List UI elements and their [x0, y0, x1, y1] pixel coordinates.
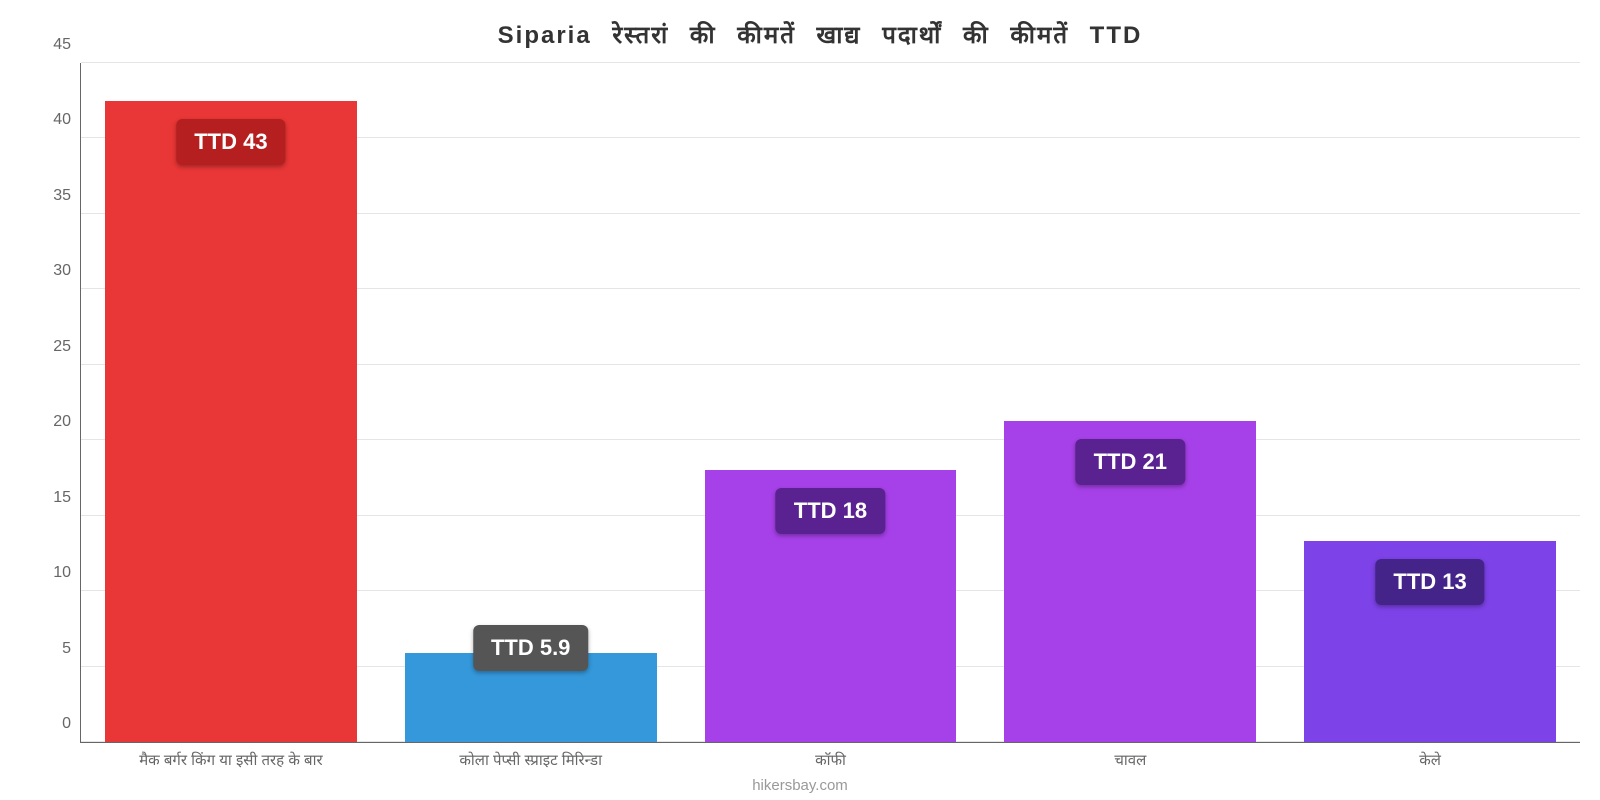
x-axis-label: कॉफी	[681, 750, 981, 770]
x-axis-label: मैक बर्गर किंग या इसी तरह के बार	[81, 750, 381, 770]
y-tick-label: 20	[53, 413, 81, 431]
value-badge: TTD 5.9	[473, 625, 588, 671]
bar-slot: TTD 43	[81, 63, 381, 742]
chart-container: Siparia रेस्तरां की कीमतें खाद्य पदार्थो…	[0, 0, 1600, 800]
y-tick-label: 25	[53, 338, 81, 356]
y-tick-label: 30	[53, 262, 81, 280]
value-badge: TTD 18	[776, 488, 885, 534]
y-tick-label: 15	[53, 489, 81, 507]
value-badge: TTD 13	[1375, 559, 1484, 605]
bar-slot: TTD 5.9	[381, 63, 681, 742]
x-axis-label: चावल	[980, 750, 1280, 770]
bar-slot: TTD 21	[980, 63, 1280, 742]
y-tick-label: 5	[62, 640, 81, 658]
attribution-text: hikersbay.com	[0, 777, 1600, 794]
value-badge: TTD 43	[176, 119, 285, 165]
y-tick-label: 45	[53, 36, 81, 54]
bars-row: TTD 43 TTD 5.9 TTD 18 TTD 21 TTD 13	[81, 63, 1580, 742]
bar: TTD 18	[705, 470, 957, 742]
x-axis-label: केले	[1280, 750, 1580, 770]
plot-area: 051015202530354045 TTD 43TTD 5.9TTD 18TT…	[80, 63, 1580, 743]
bar: TTD 5.9	[405, 653, 657, 742]
y-tick-label: 35	[53, 187, 81, 205]
bar-slot: TTD 18	[681, 63, 981, 742]
x-axis-labels: मैक बर्गर किंग या इसी तरह के बारकोला पेप…	[81, 742, 1580, 770]
y-tick-label: 0	[62, 715, 81, 733]
y-tick-label: 10	[53, 564, 81, 582]
bar-slot: TTD 13	[1280, 63, 1580, 742]
value-badge: TTD 21	[1076, 439, 1185, 485]
chart-title: Siparia रेस्तरां की कीमतें खाद्य पदार्थो…	[60, 10, 1580, 63]
y-tick-label: 40	[53, 111, 81, 129]
x-axis-label: कोला पेप्सी स्प्राइट मिरिन्डा	[381, 750, 681, 770]
bar: TTD 43	[105, 101, 357, 742]
bar: TTD 13	[1304, 541, 1556, 742]
bar: TTD 21	[1004, 421, 1256, 742]
